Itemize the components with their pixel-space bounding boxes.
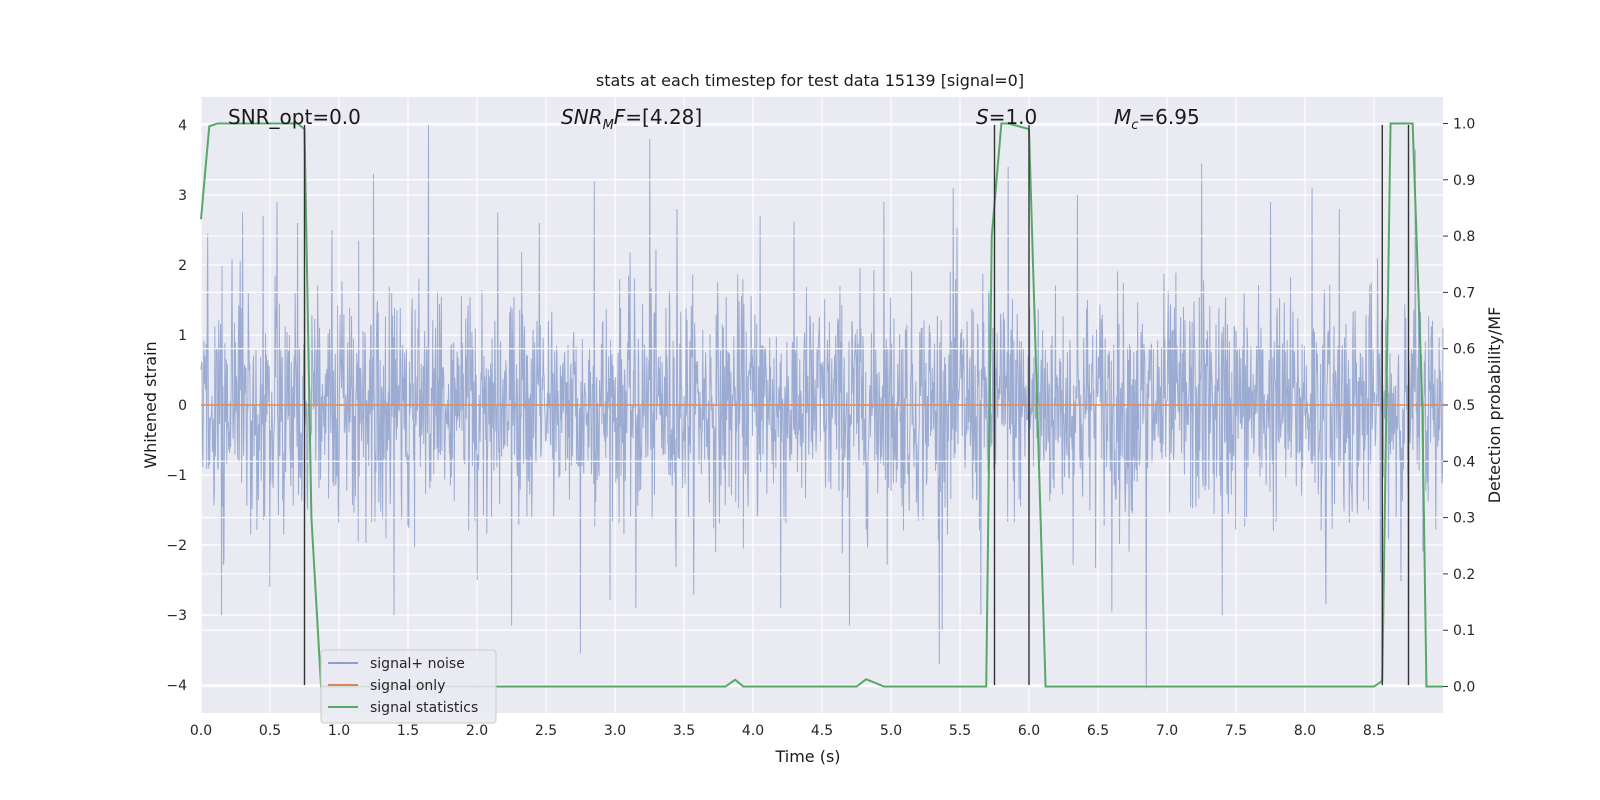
y-axis-label: Whitened strain	[141, 341, 160, 468]
x-tick-label: 2.5	[535, 723, 557, 739]
annotation-snr-opt: SNR_opt=0.0	[228, 105, 361, 129]
legend-label-signal-only: signal only	[370, 678, 445, 694]
legend-label-signal-statistics: signal statistics	[370, 700, 478, 716]
x-tick-label: 3.0	[604, 723, 626, 739]
y-tick-label: −4	[166, 678, 187, 694]
x-tick-label: 6.5	[1087, 723, 1109, 739]
x-axis-label: Time (s)	[774, 747, 840, 766]
y-axis-ticks: 4 3 2 1 0 −1 −2 −3 −4	[166, 118, 187, 694]
y2-tick-label: 0.4	[1453, 454, 1475, 470]
x-tick-label: 5.5	[949, 723, 971, 739]
legend: signal+ noise signal only signal statist…	[320, 649, 497, 724]
y2-tick-label: 0.5	[1453, 398, 1475, 414]
y2-tick-label: 0.8	[1453, 229, 1475, 245]
annotation-mc: Mc=6.95	[1114, 105, 1200, 133]
x-tick-label: 1.5	[397, 723, 419, 739]
y-tick-label: −3	[166, 608, 187, 624]
x-tick-label: 7.5	[1225, 723, 1247, 739]
signal-statistics-series	[200, 122, 1443, 688]
y2-axis-ticks: 1.0 0.9 0.8 0.7 0.6 0.5 0.4 0.3 0.2 0.1 0.0	[1443, 116, 1475, 696]
x-tick-label: 8.5	[1363, 723, 1385, 739]
x-tick-label: 3.5	[673, 723, 695, 739]
x-tick-label: 5.0	[880, 723, 902, 739]
y-tick-label: 4	[178, 118, 187, 134]
y-tick-label: −2	[166, 538, 187, 554]
y2-tick-label: 0.0	[1453, 680, 1475, 696]
y2-axis-label: Detection probability/MF	[1485, 307, 1504, 504]
mc-subscript: c	[1131, 118, 1138, 133]
y2-tick-label: 0.6	[1453, 342, 1475, 358]
annotation-s: S=1.0	[976, 105, 1037, 129]
snr-mf-symbol-f: F	[614, 105, 626, 129]
y2-tick-label: 0.9	[1453, 173, 1475, 189]
y2-tick-label: 0.1	[1453, 623, 1475, 639]
y2-tick-label: 0.2	[1453, 567, 1475, 583]
x-tick-label: 2.0	[466, 723, 488, 739]
s-symbol: S	[976, 105, 989, 129]
snr-mf-symbol: SNR	[561, 105, 603, 129]
annotation-snr-mf: SNRMF=[4.28]	[561, 105, 702, 133]
x-tick-label: 4.5	[811, 723, 833, 739]
y-tick-label: 1	[178, 328, 187, 344]
x-tick-label: 0.0	[190, 723, 212, 739]
s-value: =1.0	[989, 105, 1038, 129]
signal-statistics-line	[200, 122, 1443, 688]
signal-noise-series	[200, 124, 1444, 689]
x-axis-ticks: 0.0 0.5 1.0 1.5 2.0 2.5 3.0 3.5 4.0 4.5 5.0 5.5 6.0 6…	[190, 723, 1385, 739]
legend-box	[320, 649, 497, 724]
x-tick-label: 6.0	[1018, 723, 1040, 739]
snr-mf-subscript: M	[603, 118, 614, 133]
y-tick-label: −1	[166, 468, 187, 484]
mc-value: =6.95	[1138, 105, 1199, 129]
x-tick-label: 7.0	[1156, 723, 1178, 739]
signal-noise-line	[200, 124, 1444, 689]
x-tick-label: 8.0	[1294, 723, 1316, 739]
chart-title: stats at each timestep for test data 151…	[596, 71, 1024, 90]
x-tick-label: 1.0	[328, 723, 350, 739]
y2-tick-label: 0.3	[1453, 511, 1475, 527]
y-tick-label: 0	[178, 398, 187, 414]
legend-label-signal-noise: signal+ noise	[370, 656, 465, 672]
y2-tick-label: 0.7	[1453, 285, 1475, 301]
vertical-markers	[303, 125, 1410, 685]
x-tick-label: 0.5	[259, 723, 281, 739]
snr-mf-value: =[4.28]	[625, 105, 702, 129]
y-tick-label: 3	[178, 188, 187, 204]
mc-symbol: M	[1114, 105, 1131, 129]
y2-tick-label: 1.0	[1453, 116, 1475, 132]
y-tick-label: 2	[178, 258, 187, 274]
x-tick-label: 4.0	[742, 723, 764, 739]
